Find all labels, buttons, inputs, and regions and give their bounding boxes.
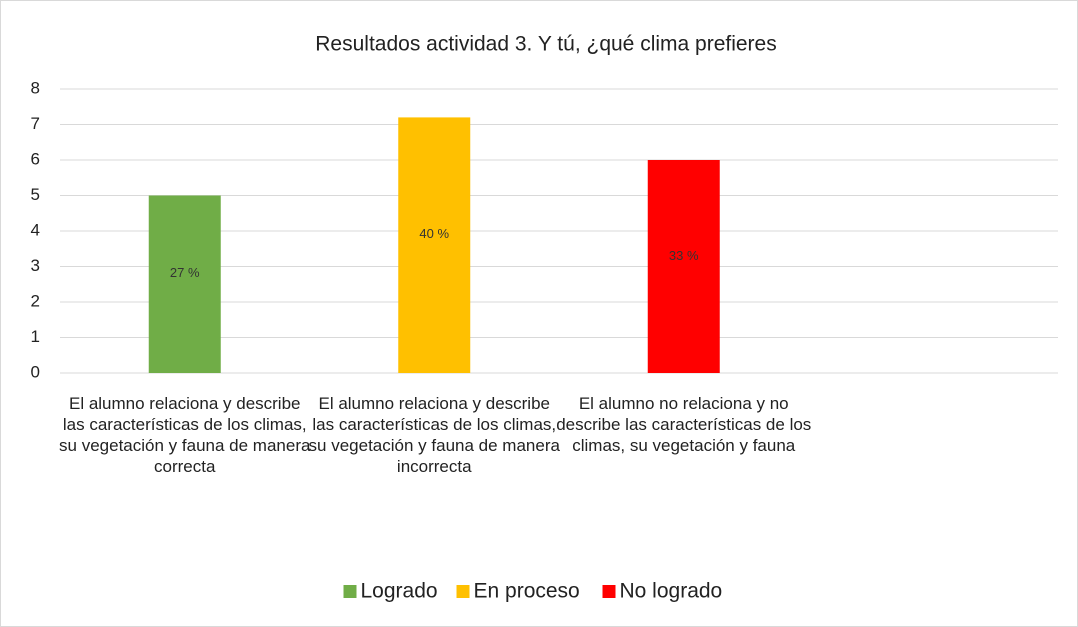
x-tick-label-box: El alumno no relaciona y no describe las… — [556, 394, 812, 455]
value-label-box: 33 % — [668, 247, 699, 263]
y-tick-label: 7 — [31, 114, 40, 133]
value-label: 33 % — [668, 247, 699, 263]
bar — [398, 117, 471, 374]
legend-label: No logrado — [620, 580, 723, 603]
x-tick-label-box: El alumno relaciona y describe las carac… — [308, 394, 560, 476]
value-label: 27 % — [169, 265, 200, 281]
bar — [148, 195, 221, 373]
y-tick-label: 1 — [31, 327, 40, 346]
chart-title: Resultados actividad 3. Y tú, ¿qué clima… — [315, 33, 776, 56]
x-tick-label: El alumno no relaciona y no describe las… — [556, 394, 812, 455]
legend-swatch — [456, 585, 470, 598]
legend-swatch — [602, 585, 616, 598]
value-label-box: 40 % — [419, 226, 450, 242]
x-tick-label: El alumno relaciona y describe las carac… — [308, 394, 560, 476]
y-tick-label: 4 — [31, 220, 40, 239]
y-tick-label: 3 — [31, 256, 40, 275]
y-tick-label: 8 — [31, 78, 40, 97]
legend-label: Logrado — [361, 580, 438, 603]
y-tick-label: 6 — [31, 149, 40, 168]
y-tick-label: 2 — [31, 291, 40, 310]
value-label: 40 % — [419, 226, 450, 242]
legend-swatch — [343, 585, 357, 598]
y-tick-label: 0 — [31, 362, 40, 381]
value-label-box: 27 % — [169, 265, 200, 281]
x-tick-label-box: El alumno relaciona y describe las carac… — [59, 394, 311, 476]
y-tick-label: 5 — [31, 185, 40, 204]
bar — [647, 160, 720, 373]
x-tick-label: El alumno relaciona y describe las carac… — [59, 394, 311, 476]
legend-label: En proceso — [474, 580, 580, 603]
